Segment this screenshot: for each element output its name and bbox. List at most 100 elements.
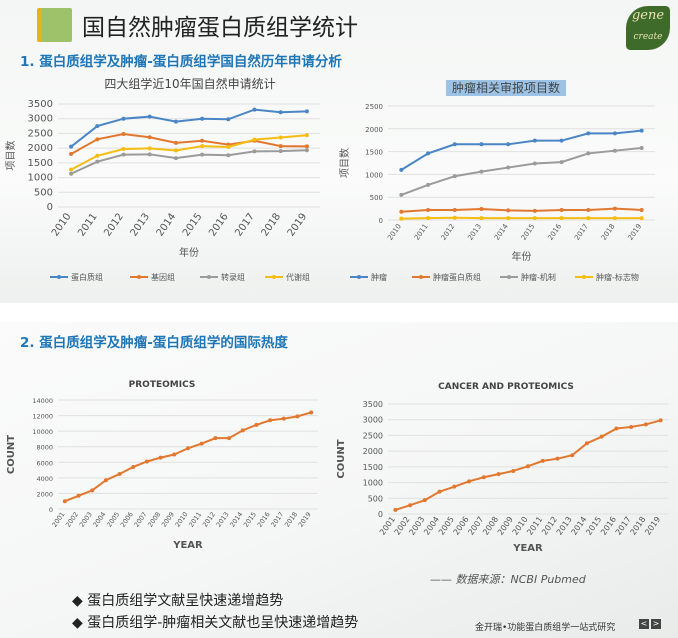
data-point: [399, 167, 404, 172]
data-point: [173, 119, 178, 124]
data-point: [506, 165, 511, 170]
data-point: [399, 216, 404, 221]
x-tick-label: 2019: [286, 211, 310, 238]
data-point: [200, 144, 205, 149]
data-point: [121, 152, 126, 157]
data-point: [426, 216, 431, 221]
title-badge-icon: [37, 8, 72, 42]
data-point: [268, 418, 273, 423]
y-tick-label: 500: [370, 194, 383, 202]
data-point: [131, 464, 136, 469]
y-tick-label: 2500: [363, 431, 383, 440]
legend-label: 肿瘤: [371, 272, 387, 282]
next-slide-button[interactable]: >: [651, 619, 661, 629]
x-tick-label: 2012: [440, 223, 457, 242]
data-point: [532, 161, 537, 166]
x-tick-label: 2015: [520, 223, 537, 242]
data-point: [422, 498, 427, 503]
data-point: [173, 156, 178, 161]
data-point: [393, 507, 398, 512]
data-point: [399, 192, 404, 197]
legend-label: 基因组: [151, 272, 175, 282]
data-point: [173, 140, 178, 145]
legend-label: 肿瘤蛋白质组: [433, 272, 481, 282]
y-tick-label: 1500: [28, 158, 53, 169]
y-tick-label: 1500: [363, 463, 383, 472]
data-point: [62, 499, 67, 504]
y-tick-label: 2500: [28, 128, 53, 139]
data-point: [226, 144, 231, 149]
data-point: [240, 428, 245, 433]
data-point: [559, 138, 564, 143]
x-tick-label: 2016: [207, 211, 231, 238]
series-line-4: [401, 216, 642, 220]
data-point: [612, 216, 617, 221]
x-tick-label: 2019: [627, 223, 644, 242]
data-point: [199, 441, 204, 446]
x-axis-label: 年份: [512, 250, 532, 263]
y-axis-label: COUNT: [6, 435, 17, 474]
y-tick-label: 4000: [36, 475, 53, 483]
data-point: [452, 484, 457, 489]
y-tick-label: 6000: [36, 459, 53, 467]
data-point: [399, 209, 404, 214]
legend-label: 代谢组: [286, 272, 310, 282]
data-source-note: —— 数据来源：NCBI Pubmed: [430, 573, 586, 586]
x-tick-label: 2007: [133, 511, 149, 529]
chart-2: 肿瘤相关审报项目数 0 500 1000 1500 2000 2500 2010 2011 201…: [338, 80, 655, 282]
data-point: [526, 464, 530, 469]
data-point: [295, 414, 300, 419]
data-point: [69, 152, 74, 157]
data-point: [481, 475, 486, 480]
data-point: [555, 456, 560, 461]
data-point: [95, 153, 100, 158]
x-tick-label: 2013: [215, 511, 231, 529]
data-point: [172, 452, 177, 457]
x-tick-label: 2017: [233, 211, 257, 238]
data-point: [479, 207, 484, 212]
y-axis-label: 项目数: [338, 148, 351, 178]
data-point: [586, 216, 591, 221]
data-point: [281, 416, 286, 421]
data-point: [304, 133, 309, 138]
y-tick-label: 8000: [36, 444, 53, 452]
data-point: [227, 436, 232, 441]
x-tick-label: 2010: [50, 211, 74, 238]
series-line-1: [400, 129, 642, 171]
x-tick-label: 2016: [546, 222, 563, 242]
data-point: [278, 135, 283, 140]
data-point: [479, 169, 484, 174]
data-point: [426, 182, 431, 187]
data-point: [496, 472, 501, 477]
x-tick-label: 2018: [260, 211, 284, 238]
data-point: [532, 208, 537, 213]
data-point: [103, 478, 108, 483]
y-tick-label: 0: [379, 217, 383, 225]
data-point: [173, 148, 178, 153]
chart-3: PROTEOMICS 0 2000 4000 6000 8000 10000 12000 140…: [6, 380, 318, 551]
x-tick-label: 2008: [146, 511, 162, 529]
legend-label: 肿瘤-标志物: [596, 272, 639, 282]
data-point: [213, 436, 218, 441]
legend-marker: [137, 275, 141, 279]
x-tick-label: 2012: [201, 511, 217, 529]
data-point: [121, 132, 126, 137]
prev-slide-button[interactable]: <: [639, 619, 649, 629]
data-point: [304, 144, 309, 149]
x-tick-label: 2014: [228, 511, 244, 529]
data-point: [511, 468, 516, 473]
chart-title: CANCER AND PROTEOMICS: [438, 382, 574, 392]
data-point: [540, 458, 545, 463]
y-tick-label: 14000: [32, 397, 53, 405]
data-point: [658, 418, 663, 423]
x-tick-label: 2018: [283, 511, 299, 529]
data-point: [570, 453, 575, 458]
data-point: [117, 471, 122, 476]
data-point: [614, 426, 619, 431]
data-point: [76, 493, 81, 498]
data-point: [452, 142, 457, 147]
data-point: [467, 479, 472, 484]
footer-text: 金开瑞•功能蛋白质组学一站式研究: [475, 623, 616, 633]
legend-label: 蛋白质组: [71, 272, 103, 282]
diamond-icon: ◆: [72, 615, 88, 631]
